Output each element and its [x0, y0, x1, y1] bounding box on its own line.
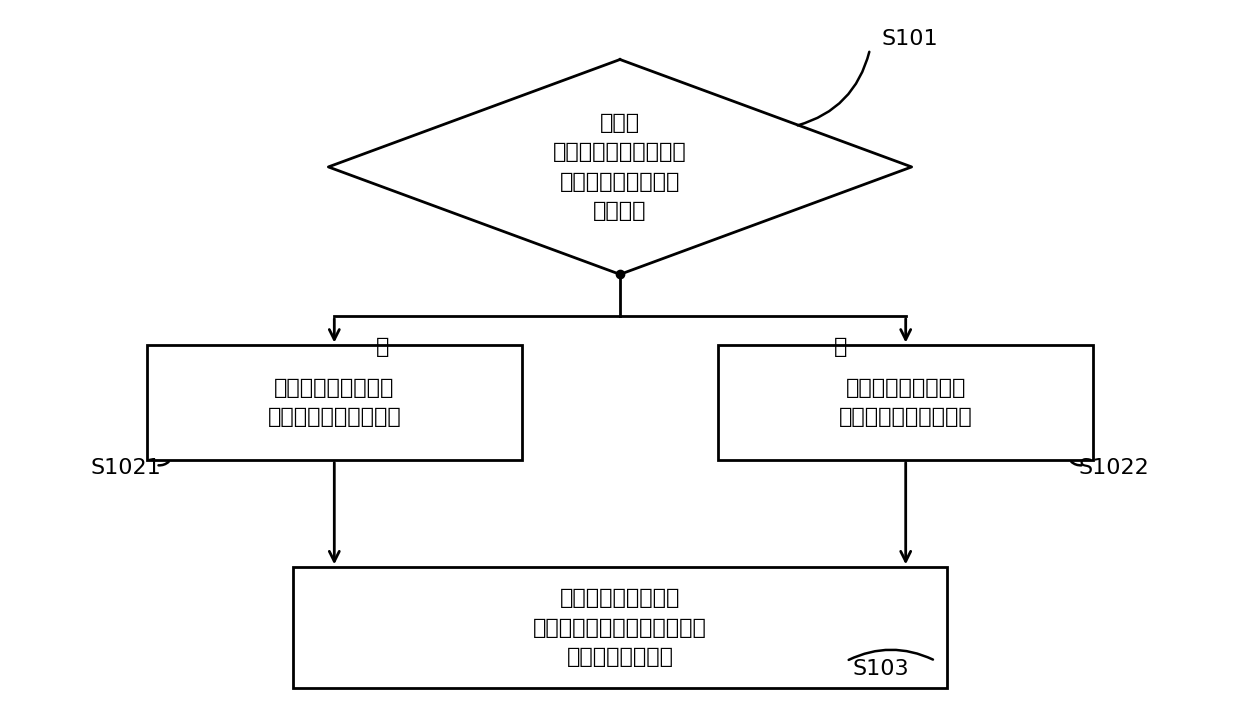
Text: 将背光单元的发光亮
度设置为第一发光亮度: 将背光单元的发光亮 度设置为第一发光亮度 — [268, 378, 402, 427]
Text: 获取预
设显示亮度，并判断预
设显示亮度是否强于
调光阈值: 获取预 设显示亮度，并判断预 设显示亮度是否强于 调光阈值 — [553, 113, 687, 222]
Text: S101: S101 — [882, 29, 939, 48]
Text: S103: S103 — [852, 659, 909, 679]
Text: 根据预设显示亮度与
设置好的发光亮度，设置液晶
单元的背光透射率: 根据预设显示亮度与 设置好的发光亮度，设置液晶 单元的背光透射率 — [533, 588, 707, 667]
Text: S1021: S1021 — [91, 458, 161, 479]
Text: 是: 是 — [376, 336, 389, 357]
Text: 否: 否 — [835, 336, 848, 357]
Polygon shape — [329, 59, 911, 274]
Text: 将背光单元的发光亮
度设置为第二发光亮度: 将背光单元的发光亮 度设置为第二发光亮度 — [838, 378, 972, 427]
Text: S1022: S1022 — [1079, 458, 1149, 479]
Bar — [146, 345, 522, 460]
Bar — [718, 345, 1094, 460]
Bar — [293, 567, 947, 689]
